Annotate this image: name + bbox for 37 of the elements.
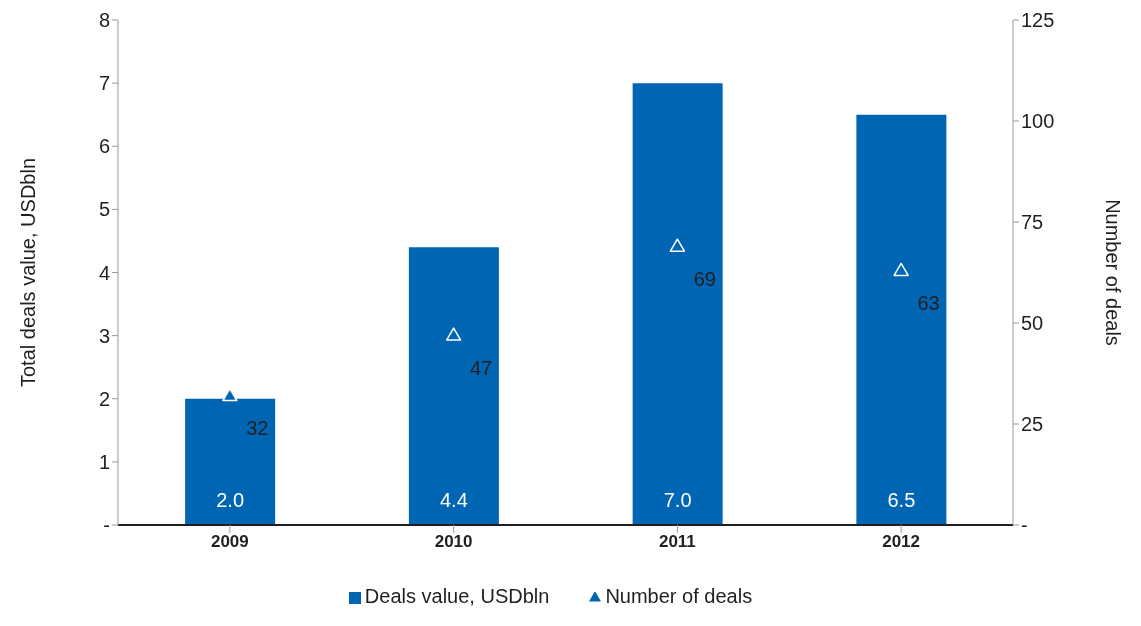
y-tick-label: - [103,514,110,537]
bar [408,247,499,525]
y-tick-label: 4 [98,261,110,284]
legend-label: Number of deals [605,585,753,607]
y-tick-label: 8 [98,9,110,32]
data-label: 69 [693,267,716,290]
y2-tick-label: 50 [1021,312,1044,335]
y2-tick-label: - [1021,514,1028,537]
y-tick-label: 7 [98,72,110,95]
data-label: 47 [469,356,493,379]
x-tick-label: 2011 [658,532,696,552]
point [445,327,462,341]
data-label: 6.5 [887,489,916,511]
x-tick-label: 2009 [210,532,249,552]
y-tick-label: 1 [98,450,110,473]
data-label: 4.4 [439,489,468,511]
data-label: 2.0 [216,489,245,511]
point [893,262,909,277]
y2-axis-title: Number of deals [1101,199,1124,346]
y2-tick-label: 125 [1021,9,1055,32]
bar [632,83,723,525]
bar [856,114,947,525]
y-tick-label: 3 [98,324,110,347]
data-label: 32 [246,417,269,440]
y-tick-label: 6 [98,135,110,158]
y2-tick-label: 25 [1021,413,1044,436]
x-tick-label: 2012 [882,532,921,552]
legend-label: Deals value, USDbln [364,585,550,607]
y-tick-label: 5 [98,198,110,221]
y2-tick-label: 100 [1021,110,1055,133]
y2-tick-label: 75 [1021,211,1044,234]
y-tick-label: 2 [98,387,110,410]
x-tick-label: 2010 [434,532,473,552]
y-axis-title: Total deals value, USDbln [17,157,40,388]
data-label: 63 [917,291,940,314]
data-label: 7.0 [663,489,692,511]
point [669,238,686,252]
